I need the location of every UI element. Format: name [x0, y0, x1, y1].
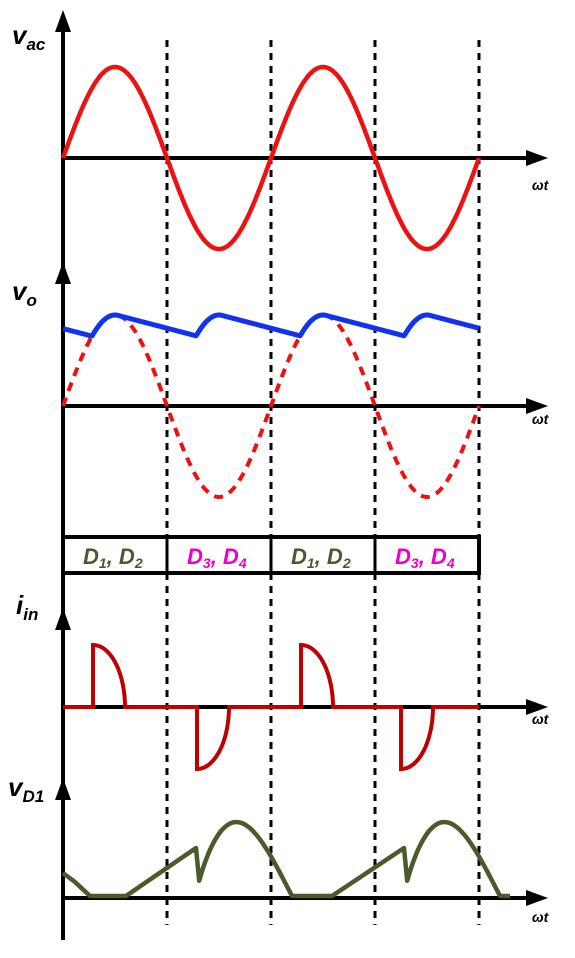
conduction-label-d3d4: D3, D4 — [395, 544, 455, 571]
axis-arrow-vd1 — [55, 778, 71, 800]
wt-label-vac: ωt — [532, 177, 550, 193]
conduction-label-d1d2: D1, D2 — [83, 544, 143, 571]
arrow-right-vd1 — [526, 890, 548, 906]
arrow-right-vac — [526, 150, 548, 166]
iin-waveform — [63, 642, 479, 772]
vo-ripple-waveform — [61, 312, 481, 339]
arrow-right-vo — [526, 398, 548, 414]
iin-label: iin — [16, 590, 38, 624]
vo-label: vo — [12, 276, 37, 310]
wt-label-iin: ωt — [532, 711, 550, 727]
conduction-label-d1d2: D1, D2 — [291, 544, 351, 571]
vd1-waveform — [61, 819, 510, 899]
axis-arrow-iin — [55, 608, 71, 630]
axis-arrowheads — [526, 150, 548, 906]
conduction-label-d3d4: D3, D4 — [187, 544, 247, 571]
vo-dashed-sine — [61, 313, 481, 499]
axis-arrow-vac — [55, 10, 71, 32]
horizontal-axes — [63, 156, 528, 900]
period-dashed-lines — [165, 40, 481, 925]
vac-waveform — [60, 64, 482, 252]
vd1-label: vD1 — [8, 772, 44, 806]
wt-label-vo: ωt — [532, 411, 550, 427]
arrow-right-iin — [526, 699, 548, 715]
wt-label-vd1: ωt — [532, 909, 550, 925]
axis-arrow-vo — [55, 262, 71, 284]
vac-label: vac — [12, 20, 46, 54]
conduction-row — [61, 535, 481, 575]
